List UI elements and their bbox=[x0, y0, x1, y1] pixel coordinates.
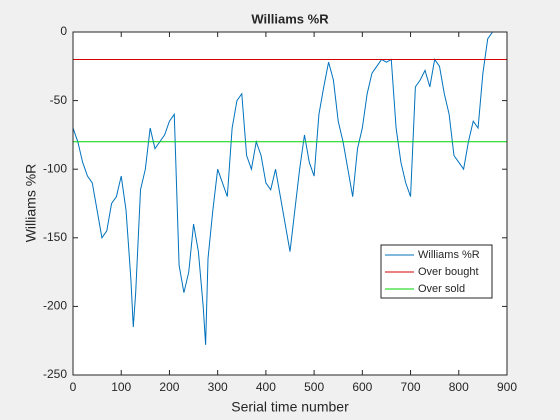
y-tick-label: -250 bbox=[43, 367, 67, 381]
x-tick-label: 800 bbox=[449, 380, 469, 394]
y-tick-label: -100 bbox=[43, 161, 67, 175]
legend-label: Over bought bbox=[418, 266, 479, 278]
x-tick-label: 300 bbox=[208, 380, 228, 394]
y-axis-label: Williams %R bbox=[23, 164, 39, 243]
x-tick-label: 500 bbox=[304, 380, 324, 394]
x-tick-label: 0 bbox=[70, 380, 77, 394]
x-tick-label: 600 bbox=[352, 380, 372, 394]
legend-label: Williams %R bbox=[418, 249, 480, 261]
plot-area bbox=[73, 32, 507, 375]
x-tick-label: 100 bbox=[111, 380, 131, 394]
x-tick-label: 200 bbox=[159, 380, 179, 394]
y-tick-label: -50 bbox=[50, 93, 68, 107]
x-tick-label: 400 bbox=[256, 380, 276, 394]
axes-box bbox=[72, 31, 508, 376]
x-tick-label: 700 bbox=[401, 380, 421, 394]
y-tick-label: 0 bbox=[60, 24, 67, 38]
x-tick-label: 900 bbox=[497, 380, 517, 394]
x-axis-label: Serial time number bbox=[231, 399, 349, 415]
chart-title: Williams %R bbox=[251, 11, 329, 26]
legend-label: Over sold bbox=[418, 283, 465, 295]
y-tick-label: -200 bbox=[43, 299, 67, 313]
line-series bbox=[72, 31, 493, 345]
y-tick-label: -150 bbox=[43, 230, 67, 244]
